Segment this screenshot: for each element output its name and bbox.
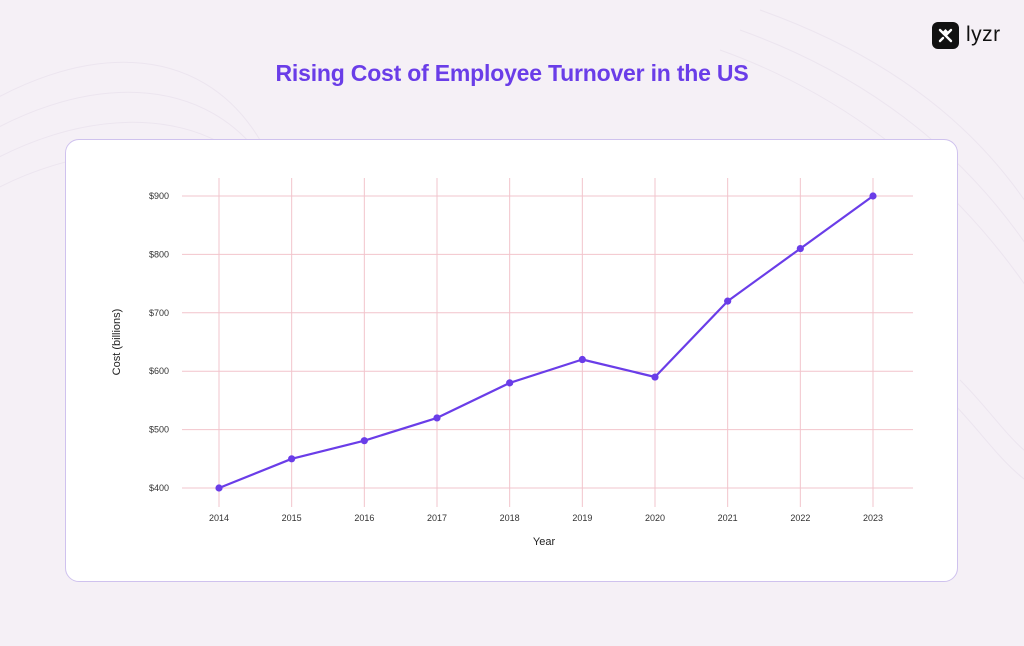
x-axis-ticks: 2014 2015 2016 2017 2018 2019 2020 2021 2022 2023	[209, 513, 883, 523]
brand-name: lyzr	[966, 23, 1001, 46]
data-point	[288, 455, 296, 463]
x-axis-label: Year	[533, 536, 556, 548]
y-axis-label: Cost (billions)	[111, 309, 123, 376]
x-tick-label: 2022	[790, 513, 810, 523]
y-axis-ticks: $400 $500 $600 $700 $800 $900	[149, 191, 169, 493]
y-tick-label: $900	[149, 191, 169, 201]
data-point	[506, 379, 514, 387]
x-tick-label: 2021	[718, 513, 738, 523]
data-point	[724, 297, 732, 305]
data-points	[215, 192, 877, 492]
data-point	[869, 192, 877, 200]
data-point	[360, 437, 368, 445]
brand-logo: lyzr	[932, 21, 1001, 49]
x-tick-label: 2016	[354, 513, 374, 523]
x-tick-label: 2015	[282, 513, 302, 523]
series-line	[218, 195, 874, 490]
chart-card	[65, 139, 958, 582]
data-point	[651, 373, 659, 381]
data-point	[215, 484, 223, 492]
y-tick-label: $600	[149, 366, 169, 376]
data-point	[578, 355, 586, 364]
x-tick-label: 2014	[209, 513, 229, 523]
data-point	[433, 414, 441, 422]
data-point	[796, 244, 804, 253]
x-tick-label: 2017	[427, 513, 447, 523]
chart-title: Rising Cost of Employee Turnover in the …	[275, 60, 749, 86]
x-tick-label: 2018	[500, 513, 520, 523]
y-tick-label: $800	[149, 249, 169, 259]
x-tick-label: 2019	[572, 513, 592, 523]
y-tick-label: $400	[149, 483, 169, 493]
y-tick-label: $500	[149, 425, 169, 435]
x-tick-label: 2020	[645, 513, 665, 523]
x-tick-label: 2023	[863, 513, 883, 523]
y-tick-label: $700	[149, 308, 169, 318]
lyzr-logo-icon	[932, 21, 959, 49]
